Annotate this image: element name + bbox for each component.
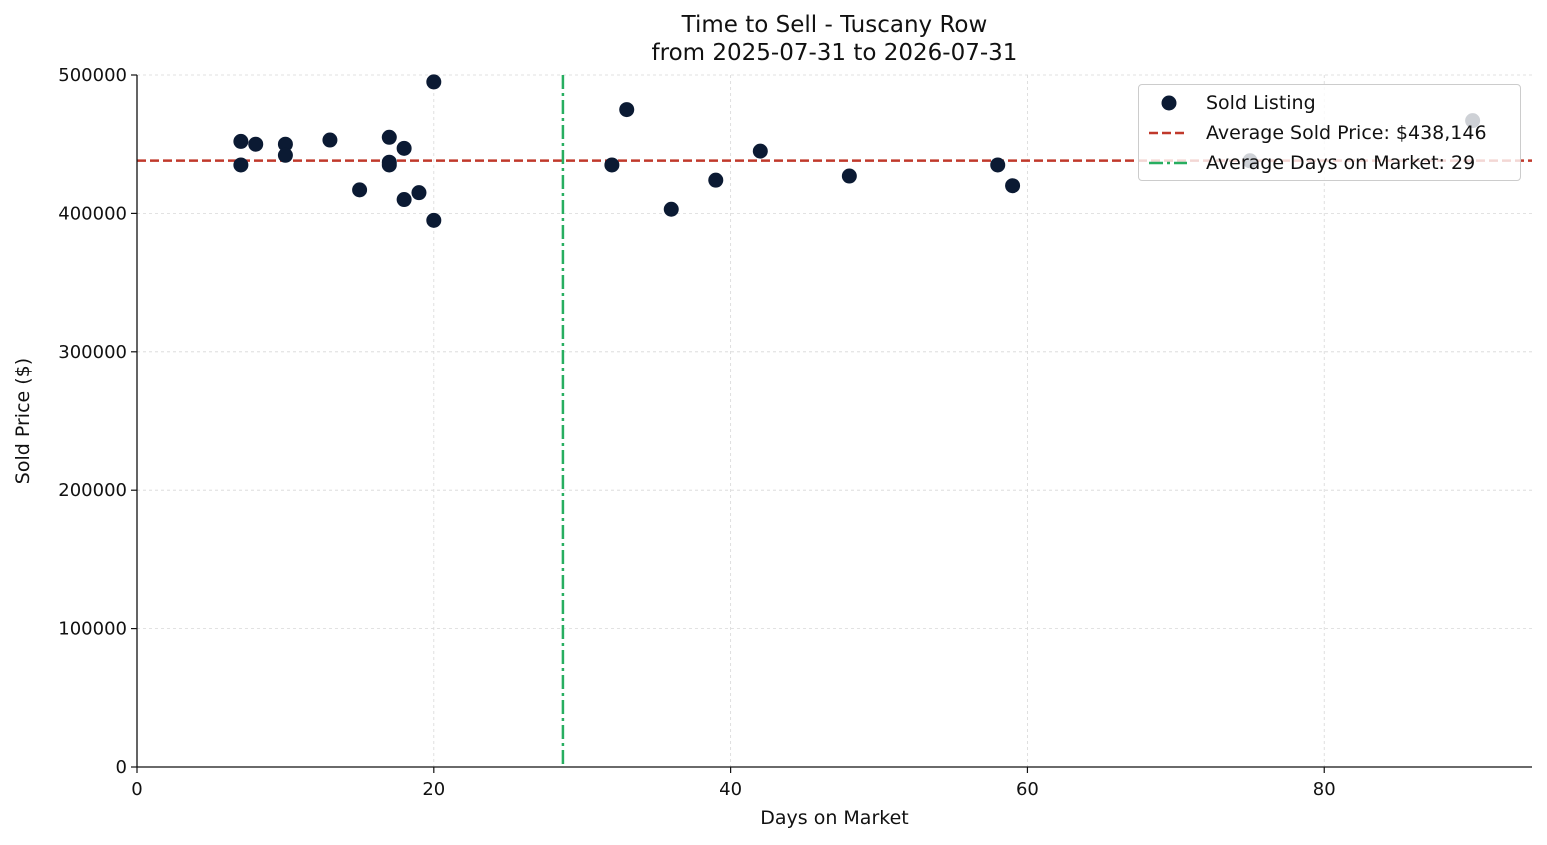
x-tick-label: 0 — [131, 779, 142, 800]
data-point — [411, 185, 427, 201]
data-point — [841, 168, 857, 184]
data-point — [381, 157, 397, 173]
legend-label: Average Days on Market: 29 — [1206, 152, 1476, 174]
data-point — [426, 212, 442, 228]
y-tick-label: 500000 — [58, 65, 127, 86]
y-tick-label: 300000 — [58, 342, 127, 363]
x-tick-label: 80 — [1313, 779, 1336, 800]
axes: 0 20 40 60 80 0 100000 200000 300000 400000 500000 — [58, 65, 1532, 800]
x-tick-label: 60 — [1016, 779, 1039, 800]
y-tick-label: 200000 — [58, 480, 127, 501]
x-tick-label: 20 — [422, 779, 445, 800]
chart-title: Time to Sell - Tuscany Row — [681, 12, 988, 38]
chart-subtitle: from 2025-07-31 to 2026-07-31 — [651, 40, 1018, 66]
data-point — [322, 132, 338, 148]
y-axis-label: Sold Price ($) — [12, 357, 34, 485]
data-point — [1005, 178, 1021, 194]
data-point — [708, 172, 724, 188]
grid — [137, 74, 1532, 767]
data-point — [752, 143, 768, 159]
legend-label: Average Sold Price: $438,146 — [1206, 122, 1487, 144]
legend-marker-dashed-line — [1149, 131, 1187, 135]
legend-item-sold-listing: Sold Listing — [1139, 88, 1520, 118]
data-point — [604, 157, 620, 173]
x-axis-label: Days on Market — [760, 807, 909, 829]
data-point — [277, 147, 293, 163]
y-tick-label: 100000 — [58, 619, 127, 640]
data-point — [663, 201, 679, 217]
y-tick-label: 0 — [116, 757, 127, 778]
y-tick-label: 400000 — [58, 203, 127, 224]
legend-label: Sold Listing — [1206, 92, 1316, 114]
data-point — [396, 192, 412, 208]
x-tick-label: 40 — [719, 779, 742, 800]
legend: Sold Listing Average Sold Price: $438,14… — [1138, 84, 1521, 181]
data-point — [248, 136, 264, 152]
data-point — [233, 157, 249, 173]
data-point — [990, 157, 1006, 173]
legend-item-average-days: Average Days on Market: 29 — [1139, 148, 1520, 178]
legend-marker-dashdot-line — [1149, 161, 1187, 165]
data-point — [352, 182, 368, 198]
data-point — [381, 129, 397, 145]
data-point — [619, 102, 635, 118]
data-point — [277, 136, 293, 152]
data-point — [233, 133, 249, 149]
legend-item-average-price: Average Sold Price: $438,146 — [1139, 118, 1520, 148]
data-point — [426, 74, 442, 90]
legend-marker-dot — [1161, 95, 1177, 111]
data-point — [396, 140, 412, 156]
